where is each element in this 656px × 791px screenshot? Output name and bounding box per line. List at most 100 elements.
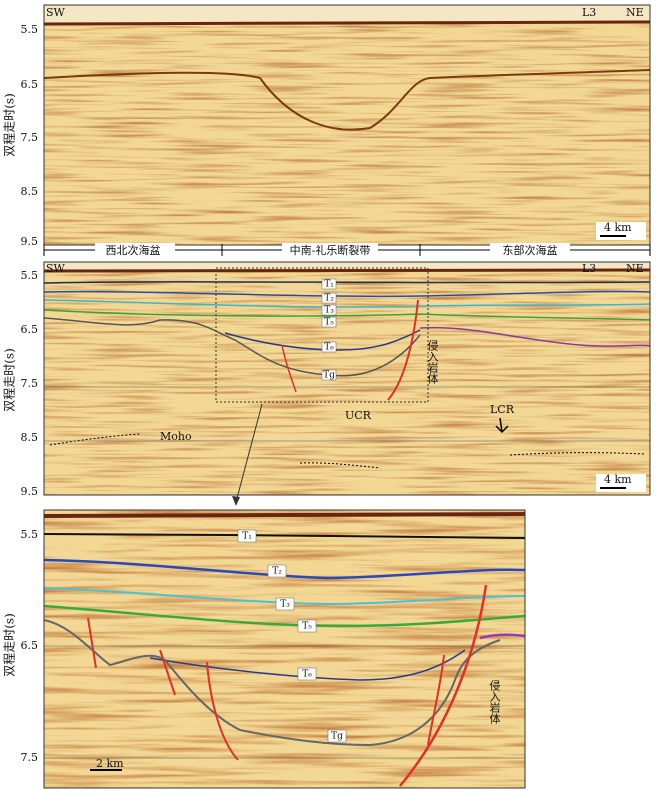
y-axis-label: 双程走时(s): [2, 348, 17, 412]
y-tick-label: 8.5: [21, 431, 39, 444]
moho-trace: [509, 452, 646, 456]
intrusion-label: 侵入岩体: [488, 680, 501, 724]
horizon-label: T₁: [324, 280, 334, 290]
reflections: [44, 510, 525, 788]
horizon-t5: [43, 309, 651, 321]
panel-bottom: T₁ T₂ T₃ T₅ T₆ Tg 侵入岩体 2 km 5.5 6.5 7.5 …: [2, 509, 526, 789]
y-tick-label: 6.5: [21, 323, 39, 336]
water: [44, 262, 650, 270]
intrusion-label: 侵入岩体: [426, 340, 439, 384]
basement: [43, 69, 651, 131]
water: [44, 5, 650, 23]
label-box: [297, 667, 317, 681]
label-ne: NE: [626, 262, 644, 275]
horizon-label: T₃: [324, 306, 334, 316]
y-axis-label: 双程走时(s): [2, 93, 17, 157]
intrusion-top: [419, 326, 651, 347]
zoom-box: [215, 267, 429, 403]
horizon-label: Tg: [331, 732, 343, 742]
lcr-arrow: [495, 417, 509, 434]
y-axis-label: 双程走时(s): [2, 613, 17, 677]
y-tick-label: 5.5: [21, 23, 39, 36]
label-box: [321, 278, 337, 290]
seafloor: [43, 512, 526, 518]
zoom-arrow: [235, 403, 263, 503]
label-line: L3: [582, 262, 596, 275]
fault: [387, 299, 419, 401]
label-sw: SW: [46, 6, 66, 19]
fault: [87, 617, 97, 669]
label-box: [321, 341, 337, 353]
y-tick-label: 7.5: [21, 751, 39, 764]
horizon-t3: [43, 587, 526, 606]
moho-trace: [49, 433, 141, 446]
zone-row: [43, 243, 651, 257]
panel-middle: SW L3 NE T₁ T₂ T₃ T₅ T₆ Tg 侵入岩体 UCR LCR …: [2, 261, 651, 506]
panel-top: SW L3 NE 4 km 5.5 6.5 7.5 8.5 9.5 双程走时(s…: [2, 4, 651, 248]
zone-bg: [282, 243, 378, 257]
horizon-label: T₅: [324, 318, 334, 328]
horizon-label: T₃: [280, 600, 290, 610]
label-sw: SW: [46, 262, 66, 275]
reflections: [44, 5, 650, 245]
horizon-label: T₁: [242, 532, 252, 542]
horizon-label: T₆: [302, 670, 312, 680]
moho-trace: [299, 462, 381, 469]
label-box: [321, 369, 337, 381]
horizon-t2: [43, 558, 526, 580]
zoom-arrowhead: [232, 496, 240, 506]
reflections: [44, 262, 650, 495]
label-box: [321, 304, 337, 316]
horizon-t3: [43, 299, 651, 308]
horizon-tg: [43, 317, 421, 377]
y-tick-label: 7.5: [21, 377, 39, 390]
frame: [43, 509, 526, 789]
y-tick-label: 9.5: [21, 485, 39, 498]
zone-label: 西北次海盆: [106, 243, 161, 257]
label-box: [321, 316, 337, 328]
intrusion-top: [479, 633, 526, 640]
horizon-t1: [43, 281, 651, 284]
label-ne: NE: [626, 6, 644, 19]
y-tick-label: 6.5: [21, 639, 39, 652]
label-box: [237, 529, 257, 543]
horizon-tg: [43, 619, 501, 747]
horizon-label: T₂: [324, 294, 334, 304]
scale-label: 4 km: [604, 221, 632, 234]
horizon-labels: T₁ T₂ T₃ T₅ T₆ Tg: [321, 278, 337, 381]
horizon-t2: [43, 290, 651, 298]
horizon-t5: [43, 604, 526, 628]
label-line: L3: [582, 6, 596, 19]
label-box: [327, 729, 347, 743]
y-tick-label: 5.5: [21, 528, 39, 541]
label-box: [297, 619, 317, 633]
horizon-t1: [43, 533, 526, 539]
fault: [281, 344, 297, 393]
zone-bg: [95, 243, 175, 257]
y-tick-label: 9.5: [21, 235, 39, 248]
fault: [427, 654, 445, 746]
lcr-label: LCR: [490, 403, 515, 416]
frame: [43, 261, 651, 496]
zone-label: 中南-礼乐断裂带: [290, 243, 371, 257]
horizon-labels: T₁ T₂ T₃ T₅ T₆ Tg: [237, 529, 347, 743]
moho-label: Moho: [160, 430, 192, 443]
scale-label: 2 km: [96, 757, 124, 770]
scale-label: 4 km: [604, 473, 632, 486]
label-box: [267, 564, 287, 578]
y-tick-label: 8.5: [21, 185, 39, 198]
ucr-label: UCR: [345, 409, 372, 422]
y-tick-label: 6.5: [21, 78, 39, 91]
horizon-label: Tg: [323, 371, 335, 381]
label-box: [321, 292, 337, 304]
label-box: [275, 597, 295, 611]
horizon-label: T₅: [302, 622, 312, 632]
fault: [206, 661, 239, 761]
seafloor: [43, 20, 651, 26]
seafloor: [43, 268, 651, 273]
horizon-label: T₆: [324, 343, 334, 353]
zone-label: 东部次海盆: [503, 243, 558, 257]
fault: [159, 649, 176, 696]
y-tick-label: 5.5: [21, 269, 39, 282]
